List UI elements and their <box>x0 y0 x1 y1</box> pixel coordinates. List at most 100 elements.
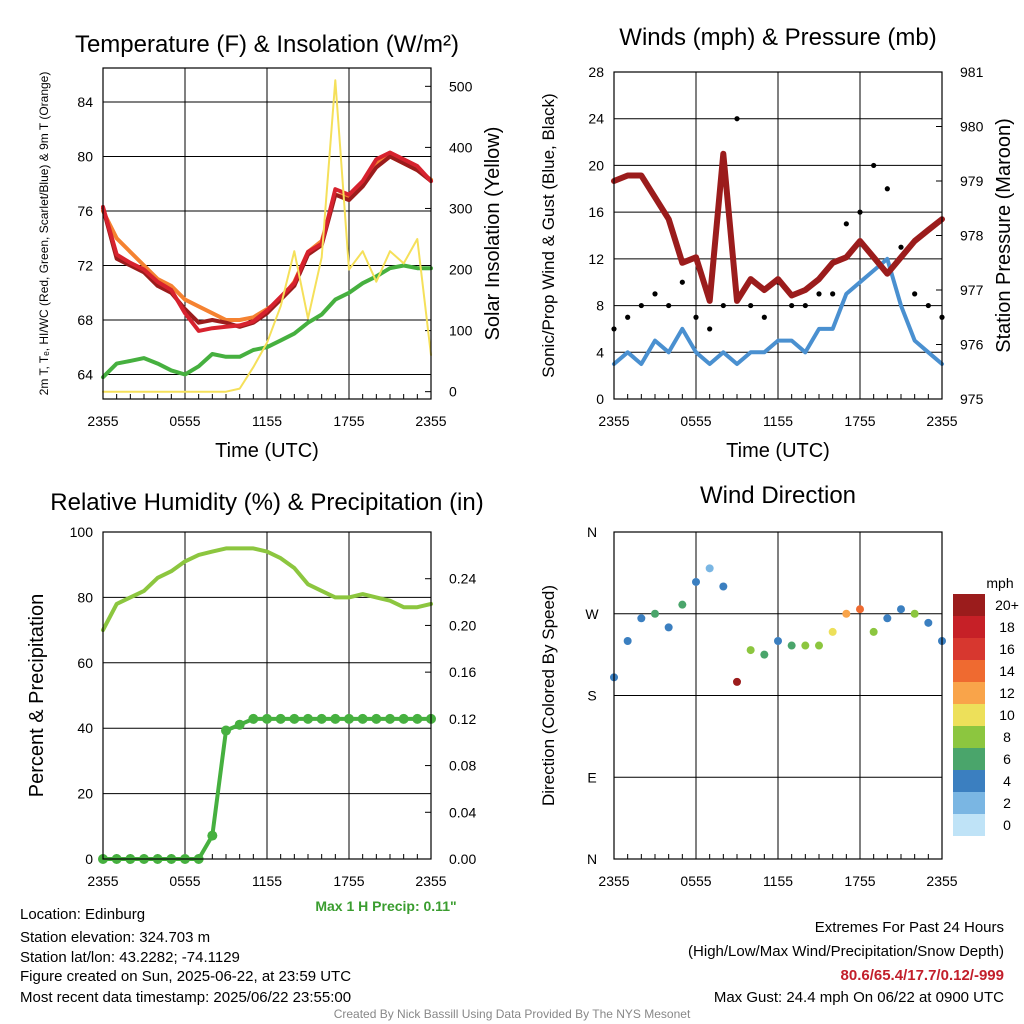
colorbar-label: 6 <box>1003 751 1011 767</box>
y2-tick-label: 0.04 <box>449 804 476 820</box>
gust-point <box>638 302 644 309</box>
y2-tick-label: 977 <box>960 282 984 298</box>
precip-point <box>330 713 341 724</box>
gust-point <box>857 209 863 215</box>
wind-direction-point <box>787 641 796 650</box>
colorbar-label: 18 <box>999 619 1015 635</box>
precip-point <box>234 719 245 730</box>
y-tick-label: 80 <box>77 149 93 165</box>
y2-tick-label: 400 <box>449 139 473 155</box>
precip-point <box>385 713 395 724</box>
y-tick-label: 24 <box>588 111 604 127</box>
wind-direction-point <box>705 564 714 573</box>
x-tick-label: 2355 <box>415 413 446 429</box>
precip-point <box>248 713 259 724</box>
wind-direction-point <box>828 627 837 636</box>
y2-tick-label: 100 <box>449 323 473 339</box>
x-tick-label: 1155 <box>252 873 282 889</box>
precip-point <box>221 725 231 736</box>
y-axis-label: Percent & Precipitation <box>26 594 48 797</box>
x-tick-label: 1155 <box>763 873 793 889</box>
gust-point <box>652 291 658 297</box>
y2-tick-label: 979 <box>960 173 984 189</box>
y-tick-label: 4 <box>596 344 604 360</box>
y2-tick-label: 500 <box>449 78 473 94</box>
y-tick-label: 68 <box>77 312 93 328</box>
colorbar-swatch <box>953 616 985 638</box>
wind-direction-point <box>719 582 728 591</box>
chart-title-1: Winds (mph) & Pressure (mb) <box>619 24 936 51</box>
colorbar-swatch <box>953 748 985 770</box>
x-tick-label: 2355 <box>598 413 629 429</box>
wind-direction-point <box>692 577 700 586</box>
plot-frame <box>613 531 943 860</box>
y2-axis-label: Solar Insolation (Yellow) <box>482 127 504 341</box>
x-tick-label: 2355 <box>415 873 446 889</box>
x-tick-label: 1755 <box>333 873 364 889</box>
colorbar-label: 20+ <box>995 597 1019 613</box>
colorbar-label: 0 <box>1003 817 1011 833</box>
x-tick-label: 1755 <box>333 413 364 429</box>
wind-direction-point <box>897 605 905 614</box>
gust-point <box>884 186 890 192</box>
y-axis-label: 2m T, Tₑ, HI/WC (Red, Green, Scarlet/Blu… <box>37 72 51 396</box>
colorbar-swatch <box>953 726 985 748</box>
colorbar-swatch <box>953 770 985 792</box>
gust-point <box>625 314 631 320</box>
colorbar-label: 14 <box>999 663 1015 679</box>
y2-tick-label: 975 <box>960 391 984 407</box>
y2-tick-label: 0.12 <box>449 711 476 727</box>
latlon-text: Station lat/lon: 43.2282; -74.1129 <box>20 949 240 966</box>
wind-direction-point <box>651 609 659 618</box>
gust-point <box>802 302 808 309</box>
wind-direction-point <box>774 637 782 645</box>
precip-point <box>303 713 313 724</box>
wind-direction-point <box>815 641 823 650</box>
wind-direction-point <box>842 609 851 618</box>
colorbar-label: 4 <box>1003 773 1011 789</box>
x-tick-label: 1155 <box>763 413 793 429</box>
y-tick-label: 12 <box>588 251 604 267</box>
series-line-solar-insolation <box>102 79 432 393</box>
y-tick-label: 100 <box>70 524 94 540</box>
gust-point <box>748 302 754 309</box>
y-tick-label: 80 <box>77 589 93 605</box>
max-precip-annotation: Max 1 H Precip: 0.11" <box>315 898 456 914</box>
x-tick-label: 0555 <box>680 413 711 429</box>
extremes-subheader: (High/Low/Max Wind/Precipitation/Snow De… <box>688 943 1004 960</box>
precip-point <box>275 713 286 724</box>
y-axis-label: Direction (Colored By Speed) <box>539 585 558 806</box>
x-axis-label: Time (UTC) <box>726 440 830 462</box>
y-tick-label: 28 <box>588 64 604 80</box>
y2-tick-label: 0 <box>449 384 457 400</box>
precip-point <box>289 713 300 724</box>
gust-point <box>925 302 931 309</box>
y2-tick-label: 0.24 <box>449 571 476 587</box>
gust-point <box>898 244 904 250</box>
extremes-values: 80.6/65.4/17.7/0.12/-999 <box>840 967 1004 984</box>
colorbar-swatch <box>953 704 985 726</box>
precip-point <box>207 830 218 841</box>
x-tick-label: 1155 <box>252 413 282 429</box>
y2-tick-label: 976 <box>960 337 984 353</box>
wind-direction-point <box>746 646 755 655</box>
x-tick-label: 2355 <box>87 873 118 889</box>
y2-tick-label: 0.20 <box>449 617 476 633</box>
gust-point <box>693 314 699 320</box>
gust-point <box>830 291 836 297</box>
chart-title-0: Temperature (F) & Insolation (W/m²) <box>75 31 459 58</box>
colorbar-swatch <box>953 814 985 836</box>
precip-point <box>316 713 327 724</box>
colorbar-label: 16 <box>999 641 1015 657</box>
wind-direction-point <box>924 618 933 627</box>
y-tick-label: 60 <box>77 655 93 671</box>
extremes-header: Extremes For Past 24 Hours <box>814 919 1004 936</box>
series-line-wind <box>612 256 944 366</box>
gust-point <box>734 116 740 122</box>
x-tick-label: 2355 <box>598 873 629 889</box>
gust-point <box>816 291 822 297</box>
gust-point <box>912 291 918 297</box>
x-tick-label: 0555 <box>169 873 200 889</box>
recent-text: Most recent data timestamp: 2025/06/22 2… <box>20 989 352 1006</box>
gust-point <box>720 302 726 309</box>
